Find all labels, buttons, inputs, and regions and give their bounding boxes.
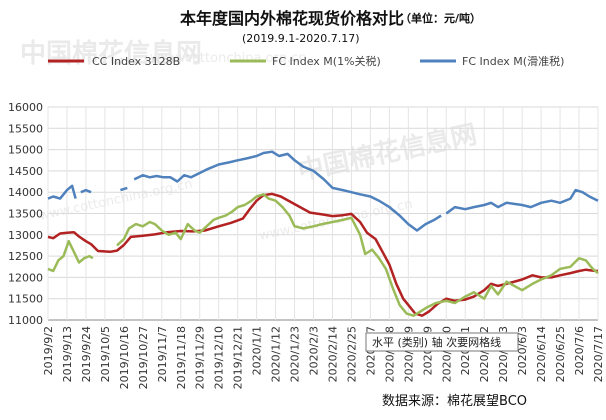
x-tick-label: 2019/9/13 [61, 326, 74, 382]
legend: CC Index 3128B FC Index M(1%关税) FC Index… [48, 54, 564, 68]
series-lines [47, 150, 599, 317]
x-tick-label: 2019/11/18 [175, 326, 188, 389]
x-tick-label: 2020/6/3 [516, 326, 529, 375]
watermark-logo-top: 中国棉花信息网 [20, 38, 202, 69]
y-tick-label: 12500 [8, 250, 43, 263]
chart-subtitle: (2019.9.1-2020.7.17) [242, 32, 360, 45]
y-tick-label: 14000 [8, 186, 43, 199]
grid [47, 106, 599, 321]
x-tick-label: 2019/12/10 [213, 326, 226, 389]
x-tick-label: 2019/10/5 [99, 326, 112, 382]
chart-unit: （单位：元/吨） [400, 11, 481, 25]
x-tick-label: 2019/10/16 [118, 326, 131, 389]
watermark-url-top: www.cottonchina.org.cn [150, 51, 307, 66]
y-tick-label: 11500 [8, 293, 43, 306]
x-tick-label: 2020/2/14 [326, 326, 339, 382]
series-line-cc-index [47, 192, 599, 317]
tooltip-text: 水平 (类别) 轴 次要网格线 [372, 335, 501, 349]
x-axis: 2019/9/2 2019/9/13 2019/9/24 2019/10/5 2019/… [42, 326, 605, 389]
x-tick-label: 2020/7/17 [592, 326, 605, 382]
legend-label-fc-sliding: FC Index M(滑准税) [462, 54, 564, 68]
watermark-logo-mid: 中国棉花信息网 [295, 119, 479, 187]
x-tick-label: 2019/11/29 [194, 326, 207, 389]
legend-label-cc-index: CC Index 3128B [92, 55, 180, 68]
y-axis: 11000 11500 12000 12500 13000 13500 14000 14500… [8, 101, 43, 327]
y-tick-label: 12000 [8, 271, 43, 284]
x-tick-label: 2020/2/25 [345, 326, 358, 382]
x-tick-label: 2020/6/14 [535, 326, 548, 382]
x-tick-label: 2020/2/3 [308, 326, 321, 375]
x-tick-label: 2020/7/6 [573, 326, 586, 375]
series-line-fc-1pct [47, 193, 599, 317]
y-tick-label: 14500 [8, 165, 43, 178]
x-tick-label: 2020/1/12 [270, 326, 283, 382]
x-tick-label: 2020/1/23 [289, 326, 302, 382]
x-tick-label: 2020/6/25 [554, 326, 567, 382]
x-tick-label: 2019/9/2 [42, 326, 55, 375]
x-tick-label: 2019/9/24 [80, 326, 93, 382]
y-tick-label: 11000 [8, 314, 43, 327]
y-tick-label: 15500 [8, 122, 43, 135]
series-line-fc-sliding [47, 150, 599, 232]
y-tick-label: 16000 [8, 101, 43, 114]
y-tick-label: 15000 [8, 144, 43, 157]
data-source: 数据来源：棉花展望BCO [382, 393, 527, 409]
legend-label-fc-1pct: FC Index M(1%关税) [272, 54, 381, 68]
watermark-url-left: www.cottonchina.org.cn [38, 177, 194, 224]
x-tick-label: 2019/12/21 [232, 326, 245, 389]
x-tick-label: 2019/11/7 [156, 326, 169, 382]
tooltip-box [365, 332, 519, 352]
y-tick-label: 13000 [8, 229, 43, 242]
axis-tooltip: 水平 (类别) 轴 次要网格线 [365, 332, 519, 352]
x-tick-label: 2020/1/1 [251, 326, 264, 375]
x-tick-label: 2019/10/27 [137, 326, 150, 389]
chart-title: 本年度国内外棉花现货价格对比 [180, 9, 404, 28]
y-tick-label: 13500 [8, 208, 43, 221]
